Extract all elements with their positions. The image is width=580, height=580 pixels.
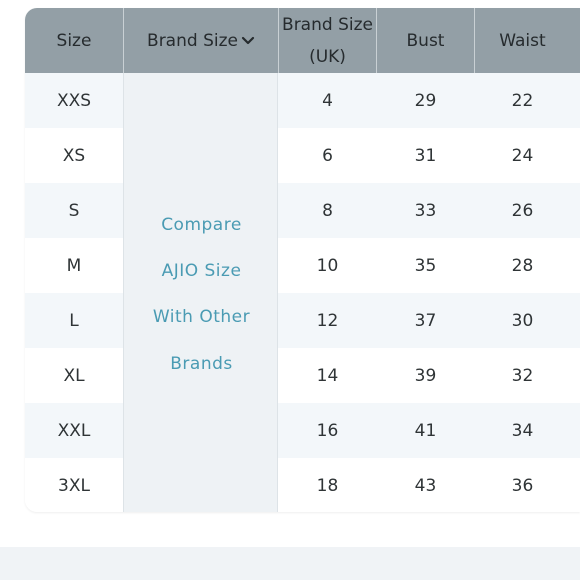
size-chart-table: Size Brand Size Brand Size (UK) Bust Wai… [25,8,580,512]
cell-brand-size-uk: 12 [316,310,339,331]
table-row: M 10 35 28 [25,238,580,293]
header-size-label: Size [56,30,92,51]
cell-size: XXL [57,420,91,441]
cell-bust: 41 [414,420,437,441]
compare-link-line4: Brands [170,354,233,374]
cell-bust: 33 [414,200,437,221]
header-size: Size [25,8,123,73]
footer-bar [0,547,580,580]
cell-waist: 26 [511,200,534,221]
header-brand-size-uk: Brand Size (UK) [279,8,376,73]
cell-brand-size-uk: 16 [316,420,339,441]
compare-brands-cell[interactable]: Compare AJIO Size With Other Brands [123,73,278,512]
brand-size-dropdown[interactable]: Brand Size [124,8,278,73]
cell-waist: 34 [511,420,534,441]
compare-link-line1: Compare [161,215,242,235]
cell-waist: 22 [511,90,534,111]
table-row: XXS 4 29 22 [25,73,580,128]
cell-bust: 39 [414,365,437,386]
cell-size: XXS [56,90,92,111]
cell-waist: 36 [511,475,534,496]
header-waist-label: Waist [499,30,546,51]
cell-waist: 32 [511,365,534,386]
cell-waist: 28 [511,255,534,276]
header-divider [123,8,124,73]
cell-brand-size-uk: 4 [322,90,333,111]
table-row: S 8 33 26 [25,183,580,238]
cell-bust: 29 [414,90,437,111]
compare-link-line3: With Other [152,307,251,327]
cell-brand-size-uk: 8 [322,200,333,221]
cell-bust: 43 [414,475,437,496]
cell-waist: 24 [511,145,534,166]
header-divider [278,8,279,73]
header-brand-size-uk-line1: Brand Size [282,14,373,35]
cell-size: S [68,200,80,221]
table-row: XS 6 31 24 [25,128,580,183]
cell-bust: 37 [414,310,437,331]
header-divider [474,8,475,73]
compare-link-line2: AJIO Size [161,261,242,281]
header-brand-size-uk-line2: (UK) [309,46,346,67]
table-row: XL 14 39 32 [25,348,580,403]
header-divider [376,8,377,73]
table-row: L 12 37 30 [25,293,580,348]
cell-bust: 35 [414,255,437,276]
chevron-down-icon [241,36,255,44]
header-brand-size-label: Brand Size [147,30,238,51]
header-bust: Bust [377,8,474,73]
table-header-row: Size Brand Size Brand Size (UK) Bust Wai… [25,8,580,73]
cell-brand-size-uk: 6 [322,145,333,166]
cell-size: XL [63,365,85,386]
cell-size: M [66,255,82,276]
cell-waist: 30 [511,310,534,331]
cell-bust: 31 [414,145,437,166]
table-row: XXL 16 41 34 [25,403,580,458]
cell-brand-size-uk: 18 [316,475,339,496]
cell-size: 3XL [58,475,90,496]
header-waist: Waist [475,8,570,73]
table-row: 3XL 18 43 36 [25,458,580,512]
cell-size: L [69,310,79,331]
header-bust-label: Bust [406,30,445,51]
cell-brand-size-uk: 14 [316,365,339,386]
cell-brand-size-uk: 10 [316,255,339,276]
cell-size: XS [62,145,86,166]
